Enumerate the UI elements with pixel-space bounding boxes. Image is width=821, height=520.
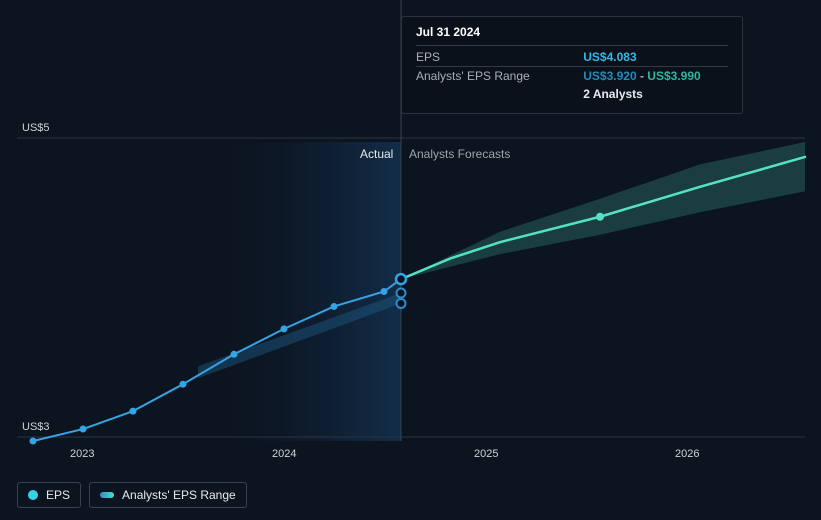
legend-swatch-range bbox=[100, 492, 114, 498]
legend-label-eps: EPS bbox=[46, 488, 70, 502]
tooltip-range-dash: - bbox=[637, 69, 648, 83]
tooltip-empty-cell bbox=[416, 85, 583, 103]
tooltip-eps-value: US$4.083 bbox=[583, 48, 728, 67]
legend-item-eps[interactable]: EPS bbox=[17, 482, 81, 508]
x-axis-tick-label: 2025 bbox=[474, 448, 498, 460]
tooltip-range-label: Analysts' EPS Range bbox=[416, 67, 583, 86]
region-label-forecasts: Analysts Forecasts bbox=[409, 147, 510, 161]
y-axis-tick-label: US$5 bbox=[22, 122, 50, 134]
tooltip-range-high: US$3.990 bbox=[647, 69, 700, 83]
tooltip-range-low: US$3.920 bbox=[583, 69, 636, 83]
legend-item-range[interactable]: Analysts' EPS Range bbox=[89, 482, 247, 508]
tooltip-range-value: US$3.920 - US$3.990 bbox=[583, 67, 728, 86]
tooltip-date: Jul 31 2024 bbox=[416, 25, 728, 46]
region-label-actual: Actual bbox=[360, 147, 393, 161]
chart-legend: EPS Analysts' EPS Range bbox=[17, 482, 247, 508]
legend-label-range: Analysts' EPS Range bbox=[122, 488, 236, 502]
x-axis-tick-label: 2026 bbox=[675, 448, 699, 460]
tooltip-analysts-count: 2 Analysts bbox=[583, 85, 728, 103]
tooltip-eps-label: EPS bbox=[416, 48, 583, 67]
y-axis-tick-label: US$3 bbox=[22, 421, 50, 433]
legend-swatch-eps bbox=[28, 490, 38, 500]
x-axis-tick-label: 2024 bbox=[272, 448, 296, 460]
chart-tooltip: Jul 31 2024 EPS US$4.083 Analysts' EPS R… bbox=[401, 16, 743, 114]
x-axis-tick-label: 2023 bbox=[70, 448, 94, 460]
